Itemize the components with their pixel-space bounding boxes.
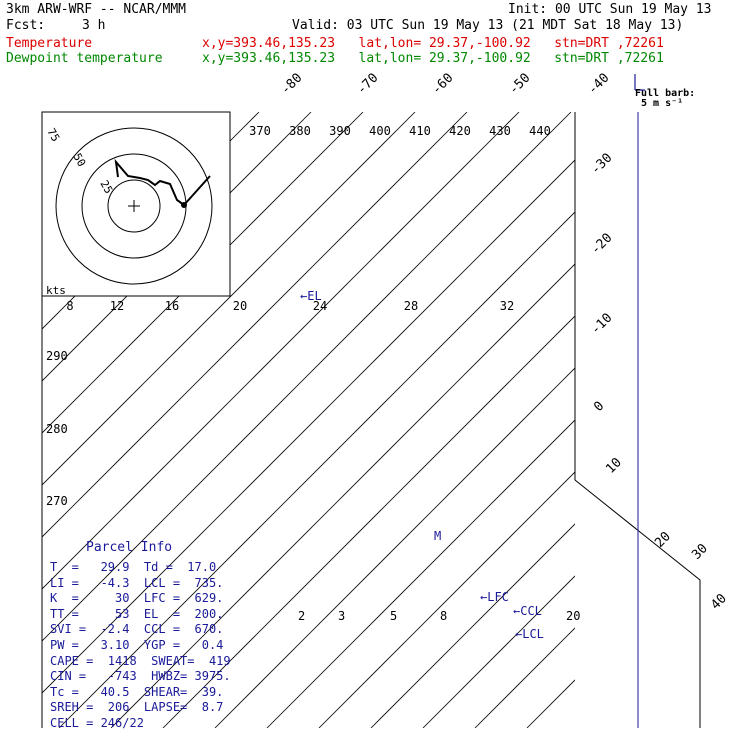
mixing-ratio-label: 8 bbox=[440, 609, 447, 623]
model-title: 3km ARW-WRF -- NCAR/MMM bbox=[6, 2, 187, 17]
hodograph: 25 50 75 kts bbox=[41, 111, 231, 297]
mixing-ratio-label: 20 bbox=[566, 609, 580, 623]
hodo-axis-label: 32 bbox=[500, 299, 514, 313]
hodo-axis-label: 8 bbox=[66, 299, 73, 313]
isotherm-line bbox=[42, 112, 416, 486]
isotherm-label: 30 bbox=[689, 541, 711, 563]
valid-time: Valid: 03 UTC Sun 19 May 13 (21 MDT Sat … bbox=[292, 18, 684, 33]
isotherm-label: 40 bbox=[708, 591, 730, 613]
theta-label: 420 bbox=[449, 124, 471, 138]
isotherm-line bbox=[42, 112, 572, 642]
hodograph-ring bbox=[55, 127, 213, 285]
isotherm-label: -30 bbox=[588, 151, 615, 178]
wetbulb-label: 270 bbox=[46, 494, 68, 508]
hodograph-ring-label: 75 bbox=[44, 126, 62, 144]
isotherm-line bbox=[42, 112, 468, 538]
dewpoint-station-info: x,y=393.46,135.23 lat,lon= 29.37,-100.92… bbox=[202, 51, 664, 66]
hodograph-trace bbox=[114, 158, 211, 206]
dewpoint-legend: Dewpoint temperature bbox=[6, 51, 163, 66]
isotherm-line bbox=[58, 211, 575, 728]
hodo-axis-label: 12 bbox=[110, 299, 124, 313]
parcel-info-row: PW = 3.10 YGP = 0.4 bbox=[50, 638, 224, 652]
isotherm-line bbox=[370, 523, 575, 728]
parcel-info-row: CAPE = 1418 SWEAT= 419 bbox=[50, 653, 231, 668]
isotherm-line bbox=[42, 112, 520, 590]
isotherm-label: -70 bbox=[354, 71, 381, 98]
temperature-station-info: x,y=393.46,135.23 lat,lon= 29.37,-100.92… bbox=[202, 36, 664, 51]
isotherm-line bbox=[42, 159, 575, 694]
isotherm-label: 10 bbox=[603, 455, 625, 477]
storm-motion-marker bbox=[181, 202, 187, 208]
wetbulb-label: 290 bbox=[46, 349, 68, 363]
parcel-info-row: SVI = -2.4 CCL = 670. bbox=[50, 622, 224, 637]
mixing-ratio-label: 2 bbox=[298, 609, 305, 623]
isotherm-label: 20 bbox=[652, 529, 674, 551]
wetbulb-label: 280 bbox=[46, 422, 68, 436]
parcel-info-row: LI = -4.3 LCL = 735. bbox=[50, 575, 224, 590]
temperature-legend: Temperature bbox=[6, 36, 93, 51]
hodo-axis-label: 20 bbox=[233, 299, 247, 313]
hodo-axis-label: 16 bbox=[165, 299, 179, 313]
wind-scale-label: Full barb: bbox=[635, 88, 696, 99]
level-marker-label: ←CCL bbox=[513, 604, 542, 618]
level-marker-label: ←LCL bbox=[515, 627, 544, 641]
theta-label: 370 bbox=[249, 124, 271, 138]
parcel-info-row: T = 29.9 Td = 17.0 bbox=[50, 560, 217, 574]
isotherm-label: -80 bbox=[278, 71, 305, 98]
axis-labels: 1002003004005006007008009001000-80-70-60… bbox=[46, 71, 730, 623]
isotherm-label: -60 bbox=[429, 71, 456, 98]
wind-scale-value: 5 m s⁻¹ bbox=[641, 98, 684, 109]
theta-label: 380 bbox=[289, 124, 311, 138]
hodograph-box bbox=[41, 111, 231, 297]
m-marker: M bbox=[434, 529, 441, 543]
parcel-info-row: CIN = -743 HWBZ= 3975. bbox=[50, 669, 231, 684]
isotherm-label: -20 bbox=[588, 231, 615, 258]
fcst-label: Fcst: bbox=[6, 18, 46, 33]
isotherm-line bbox=[683, 112, 740, 728]
parcel-info-row: CELL = 246/22 bbox=[50, 716, 144, 730]
isotherm-line bbox=[422, 575, 575, 728]
level-markers: ←EL ←LFC ←CCL ←LCL M bbox=[300, 289, 544, 641]
isotherm-line bbox=[110, 263, 575, 728]
isotherm-line bbox=[266, 419, 575, 728]
mixing-ratio-label: 5 bbox=[390, 609, 397, 623]
isotherm-line bbox=[631, 112, 740, 728]
hodograph-units: kts bbox=[46, 284, 66, 297]
mixing-ratio-label: 3 bbox=[338, 609, 345, 623]
parcel-info-row: K = 30 LFC = 629. bbox=[50, 591, 224, 606]
wind-barbs bbox=[634, 74, 645, 728]
theta-label: 440 bbox=[529, 124, 551, 138]
theta-label: 410 bbox=[409, 124, 431, 138]
theta-label: 430 bbox=[489, 124, 511, 138]
isotherm-line bbox=[526, 679, 575, 728]
hodograph-ring bbox=[107, 179, 161, 233]
fcst-value: 3 h bbox=[82, 18, 106, 33]
parcel-info-row: SREH = 206 LAPSE= 8.7 bbox=[50, 700, 224, 715]
theta-label: 400 bbox=[369, 124, 391, 138]
isotherm-line bbox=[318, 471, 575, 728]
hodo-axis-label: 24 bbox=[313, 299, 327, 313]
isotherm-label: -50 bbox=[506, 71, 533, 98]
hodo-axis-label: 28 bbox=[404, 299, 418, 313]
level-marker-label: ←EL bbox=[300, 289, 322, 303]
parcel-info-row: Tc = 40.5 SHEAR= 39. bbox=[50, 684, 224, 699]
level-marker-label: ←LFC bbox=[480, 590, 509, 604]
isotherm-line bbox=[214, 367, 575, 728]
parcel-info-title: Parcel Info bbox=[86, 540, 173, 555]
isotherm-line bbox=[162, 315, 575, 728]
parcel-info-row: TT = 53 EL = 200. bbox=[50, 606, 224, 621]
isotherm-label: -40 bbox=[585, 71, 612, 98]
theta-label: 390 bbox=[329, 124, 351, 138]
hodograph-ring-label: 25 bbox=[97, 178, 115, 196]
isotherm-label: -10 bbox=[588, 311, 615, 338]
isotherm-line bbox=[579, 112, 740, 728]
hodograph-ring-label: 50 bbox=[70, 151, 88, 169]
isotherm-label: 0 bbox=[591, 399, 607, 415]
plot-border bbox=[574, 479, 701, 728]
isotherm-line bbox=[42, 112, 364, 434]
init-time: Init: 00 UTC Sun 19 May 13 bbox=[508, 2, 712, 17]
